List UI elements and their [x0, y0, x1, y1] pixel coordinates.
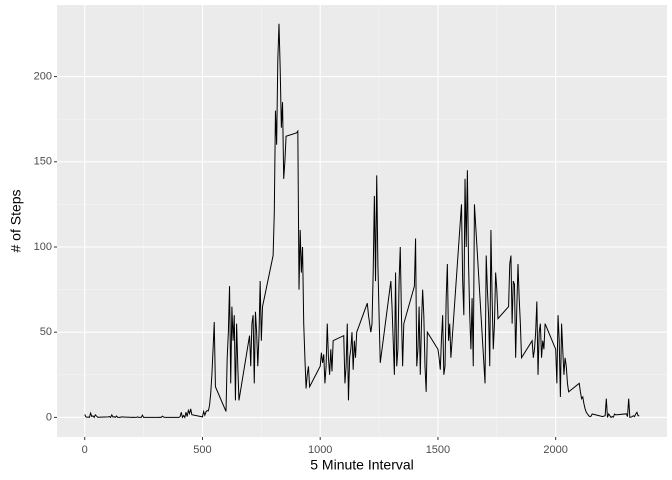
y-tick-label: 200 [34, 70, 52, 82]
x-axis-title: 5 Minute Interval [310, 457, 414, 473]
x-tick-label: 500 [193, 444, 211, 456]
line [84, 23, 640, 419]
y-tick-label: 150 [34, 156, 52, 168]
x-tick-label: 2000 [543, 444, 567, 456]
x-tick-label: 0 [82, 444, 88, 456]
x-tick-label: 1500 [426, 444, 450, 456]
y-tick-label: 0 [46, 411, 52, 423]
panel [57, 5, 667, 437]
y-axis-title: # of Steps [8, 189, 24, 252]
y-tick-label: 50 [40, 326, 52, 338]
y-tick-label: 100 [34, 241, 52, 253]
x-tick-label: 1000 [308, 444, 332, 456]
